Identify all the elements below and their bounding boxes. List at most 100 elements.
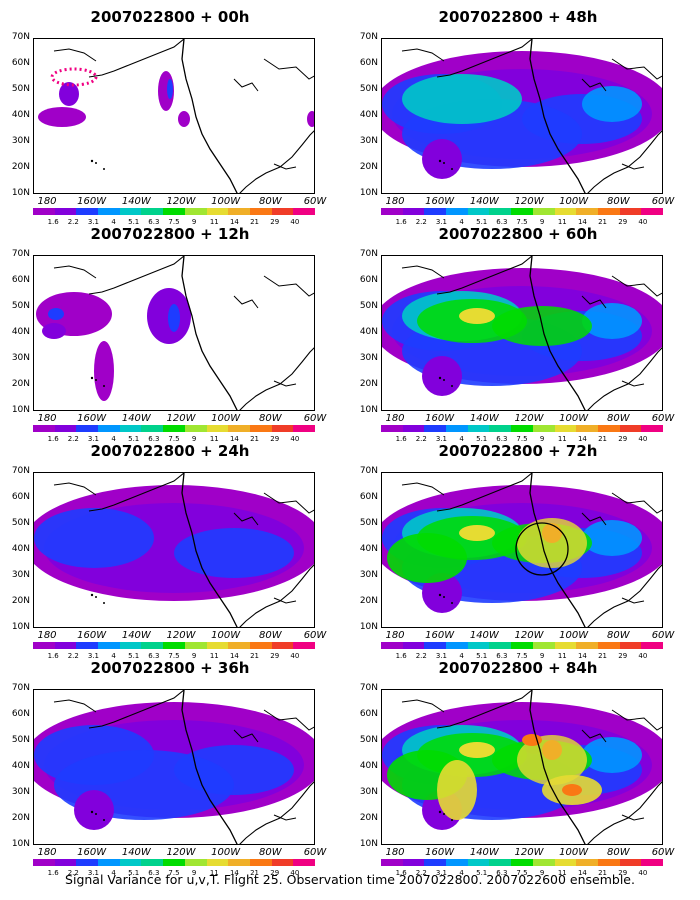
colorbar	[33, 859, 315, 866]
colorbar-swatch	[271, 208, 294, 215]
x-tick-label: 80W	[259, 630, 282, 641]
y-tick-label: 30N	[11, 787, 30, 797]
map-area	[381, 38, 663, 194]
y-tick-label: 10N	[11, 622, 30, 632]
y-tick-label: 20N	[11, 162, 30, 172]
colorbar-swatch	[271, 642, 294, 649]
colorbar-tick-label: 7.5	[168, 435, 180, 443]
colorbar-swatch	[141, 425, 164, 432]
colorbar-swatch	[532, 859, 555, 866]
x-tick-label: 80W	[607, 413, 630, 424]
x-tick-label: 180	[385, 630, 405, 641]
y-tick-label: 20N	[359, 813, 378, 823]
colorbar-tick-label: 11	[209, 435, 219, 443]
y-tick-label: 20N	[11, 813, 30, 823]
colorbar-swatch	[249, 425, 272, 432]
colorbar-swatch	[446, 208, 468, 215]
colorbar-tick-label: 6.3	[148, 218, 160, 226]
colorbar-swatch	[293, 425, 315, 432]
colorbar-swatch	[641, 425, 663, 432]
colorbar-tick-label: 9	[191, 869, 197, 877]
map-panel: 2007022800 + 72h 70N 60N 50N 40N 30N 20N 10N 18…	[348, 442, 688, 660]
colorbar-tick-label: 2.2	[415, 218, 427, 226]
colorbar	[381, 425, 663, 432]
colorbar-swatch	[163, 208, 185, 215]
colorbar-tick-label: 3.1	[435, 435, 447, 443]
y-tick-label: 50N	[359, 84, 378, 94]
colorbar-tick-label: 7.5	[168, 218, 180, 226]
colorbar-tick-label: 14	[577, 435, 587, 443]
y-tick-label: 70N	[11, 466, 30, 476]
y-tick-label: 30N	[11, 136, 30, 146]
map-area	[33, 255, 315, 411]
x-tick-label: 80W	[259, 196, 282, 207]
map-area	[381, 472, 663, 628]
colorbar-swatch	[554, 859, 577, 866]
x-tick-label: 120W	[514, 196, 544, 207]
x-tick-label: 80W	[259, 413, 282, 424]
colorbar-swatch	[228, 859, 250, 866]
x-tick-label: 80W	[607, 196, 630, 207]
colorbar-swatch	[184, 642, 207, 649]
x-tick-label: 100W	[211, 413, 241, 424]
colorbar-tick-label: 6.3	[496, 435, 508, 443]
colorbar-swatch	[228, 208, 250, 215]
colorbar-tick-label: 5.1	[476, 218, 488, 226]
colorbar-tick-label: 2.2	[415, 869, 427, 877]
colorbar-swatch	[511, 859, 533, 866]
colorbar-tick-label: 5.1	[128, 435, 140, 443]
map-area	[381, 689, 663, 845]
colorbar-swatch	[206, 642, 229, 649]
colorbar-swatch	[98, 859, 120, 866]
colorbar-tick-label: 40	[290, 869, 300, 877]
variance-field	[34, 473, 314, 627]
colorbar-swatch	[293, 208, 315, 215]
colorbar-swatch	[119, 859, 142, 866]
colorbar-swatch	[619, 208, 642, 215]
x-tick-label: 140W	[469, 196, 499, 207]
colorbar-tick-label: 3.1	[87, 869, 99, 877]
colorbar-swatch	[98, 208, 120, 215]
colorbar-swatch	[33, 642, 55, 649]
y-tick-label: 10N	[359, 188, 378, 198]
x-tick-label: 140W	[121, 847, 151, 858]
colorbar-tick-label: 14	[229, 435, 239, 443]
y-tick-label: 50N	[359, 518, 378, 528]
colorbar-tick-label: 2.2	[67, 652, 79, 660]
x-tick-label: 160W	[425, 847, 455, 858]
colorbar-tick-label: 1.6	[395, 435, 407, 443]
map-panel: 2007022800 + 00h 70N 60N 50N 40N 30N 20N 10N 18…	[0, 8, 340, 226]
y-tick-label: 40N	[359, 761, 378, 771]
x-tick-label: 120W	[514, 413, 544, 424]
colorbar-swatch	[467, 642, 490, 649]
colorbar-tick-label: 14	[229, 869, 239, 877]
colorbar-tick-label: 40	[638, 869, 648, 877]
colorbar-tick-label: 6.3	[148, 869, 160, 877]
colorbar-tick-label: 21	[598, 869, 608, 877]
colorbar-swatch	[532, 425, 555, 432]
x-tick-label: 100W	[559, 630, 589, 641]
colorbar-swatch	[54, 859, 77, 866]
x-tick-label: 100W	[559, 196, 589, 207]
colorbar-swatch	[641, 208, 663, 215]
colorbar-swatch	[597, 859, 620, 866]
colorbar-swatch	[402, 859, 425, 866]
x-tick-label: 60W	[303, 630, 327, 641]
colorbar-tick-label: 11	[557, 652, 567, 660]
x-tick-label: 160W	[77, 847, 107, 858]
variance-field	[36, 256, 314, 410]
panel-title: 2007022800 + 24h	[90, 442, 250, 460]
colorbar-swatch	[576, 208, 598, 215]
colorbar-swatch	[228, 425, 250, 432]
colorbar-tick-label: 29	[270, 652, 280, 660]
colorbar-swatch	[206, 859, 229, 866]
colorbar-tick-label: 21	[250, 869, 260, 877]
colorbar-swatch	[402, 208, 425, 215]
y-tick-label: 60N	[359, 709, 378, 719]
y-tick-label: 50N	[11, 518, 30, 528]
y-tick-label: 60N	[11, 275, 30, 285]
colorbar-swatch	[54, 425, 77, 432]
x-tick-label: 180	[37, 413, 57, 424]
y-tick-label: 60N	[359, 58, 378, 68]
colorbar-swatch	[576, 642, 598, 649]
